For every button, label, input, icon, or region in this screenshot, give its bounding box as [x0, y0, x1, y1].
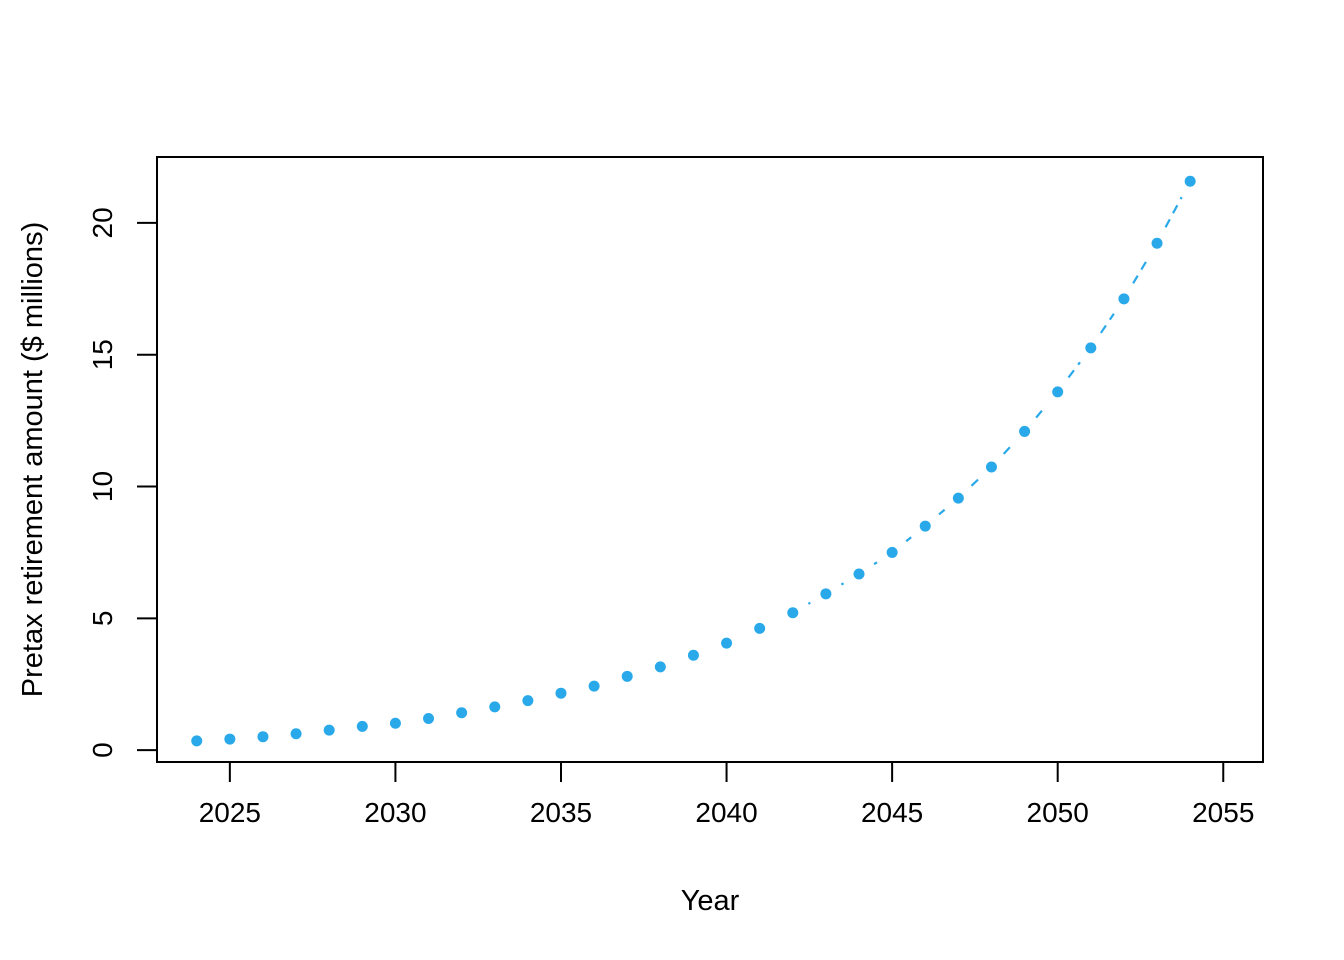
x-tick-label: 2025 — [199, 797, 261, 828]
x-axis: 2025 2030 2035 2040 2045 2050 2055 — [199, 762, 1254, 828]
y-tick-label: 10 — [87, 471, 118, 502]
series-dash-segment — [938, 508, 946, 516]
data-point — [522, 695, 534, 707]
y-axis: 0 5 10 15 20 — [87, 207, 157, 758]
data-point — [323, 724, 335, 736]
data-point — [621, 670, 633, 682]
data-point — [1019, 425, 1031, 437]
data-point — [919, 520, 931, 532]
y-tick-label: 15 — [87, 339, 118, 370]
data-point — [191, 735, 203, 747]
y-tick-label: 5 — [87, 611, 118, 627]
series-dash-segment — [905, 536, 912, 543]
x-tick-label: 2050 — [1027, 797, 1089, 828]
series-dash-segment — [970, 478, 980, 487]
series-dash-segment — [1099, 313, 1115, 334]
data-point — [952, 492, 964, 504]
data-point — [1184, 175, 1196, 187]
plot-area-border — [156, 156, 1264, 763]
data-point — [853, 568, 865, 580]
x-tick-label: 2045 — [861, 797, 923, 828]
series-dash-segment — [1164, 196, 1183, 228]
data-series — [191, 175, 1196, 747]
data-point — [754, 622, 766, 634]
data-point — [1052, 386, 1064, 398]
data-point — [389, 717, 401, 729]
x-tick-label: 2040 — [695, 797, 757, 828]
data-point — [1151, 237, 1163, 249]
data-point — [687, 649, 699, 661]
series-dash-segment — [1067, 361, 1081, 379]
series-dash-segment — [1002, 443, 1014, 455]
data-point — [820, 588, 832, 600]
x-tick-label: 2030 — [364, 797, 426, 828]
y-tick-label: 0 — [87, 742, 118, 758]
data-point — [224, 733, 236, 745]
x-tick-label: 2055 — [1192, 797, 1254, 828]
y-tick-label: 20 — [87, 207, 118, 238]
data-point — [423, 713, 435, 725]
data-point — [356, 720, 368, 732]
data-point — [1118, 293, 1130, 305]
data-point — [985, 461, 997, 473]
x-tick-label: 2035 — [530, 797, 592, 828]
data-point — [456, 707, 468, 719]
series-dash-segment — [840, 582, 845, 586]
y-axis-title: Pretax retirement amount ($ millions) — [17, 222, 49, 697]
data-point — [787, 607, 799, 619]
series-dash-segment — [807, 601, 811, 605]
data-point — [588, 680, 600, 692]
data-point — [489, 701, 501, 713]
x-axis-title: Year — [681, 885, 740, 917]
series-dash-segment — [873, 561, 878, 566]
data-point — [1085, 342, 1097, 354]
data-point — [886, 546, 898, 558]
data-point — [721, 637, 733, 649]
data-point — [257, 731, 269, 743]
data-point — [654, 661, 666, 673]
series-dash-segment — [1035, 404, 1047, 419]
data-point — [555, 687, 567, 699]
data-point — [290, 728, 302, 740]
series-dash-segment — [1132, 258, 1149, 284]
